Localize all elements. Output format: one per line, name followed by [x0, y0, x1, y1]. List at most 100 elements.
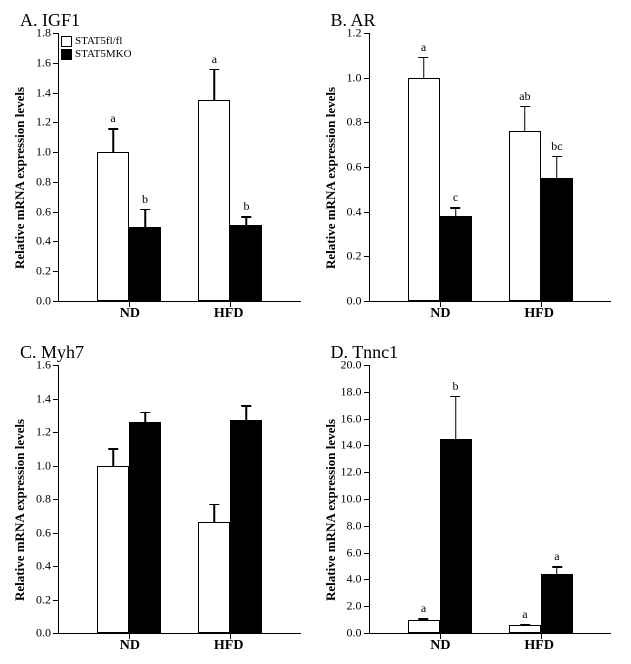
- ytick-label: 0.4: [347, 204, 362, 219]
- bar-stat5mko: b: [440, 439, 472, 633]
- xcat: ND: [98, 638, 162, 654]
- ytick-label: 4.0: [347, 572, 362, 587]
- ytick-label: 1.6: [36, 358, 51, 373]
- error-bar: [423, 57, 425, 79]
- significance-letter: b: [243, 199, 249, 214]
- xtick: [541, 633, 542, 639]
- error-bar: [556, 566, 558, 574]
- ytick-label: 0.2: [347, 249, 362, 264]
- bars-container: acabbc: [370, 33, 612, 301]
- ytick-label: 0.4: [36, 234, 51, 249]
- panel-a-xlabels: ND HFD: [58, 302, 301, 322]
- panel-a: A. IGF1 Relative mRNA expression levels …: [10, 10, 311, 322]
- xtick: [230, 301, 231, 307]
- ytick-label: 14.0: [341, 438, 362, 453]
- ytick-label: 0.4: [36, 559, 51, 574]
- ytick-label: 0.8: [36, 174, 51, 189]
- significance-letter: ab: [519, 89, 530, 104]
- ytick-label: 1.6: [36, 55, 51, 70]
- ytick: [364, 633, 370, 634]
- figure-grid: A. IGF1 Relative mRNA expression levels …: [10, 10, 621, 654]
- ytick-label: 0.2: [36, 592, 51, 607]
- xcat: ND: [98, 306, 162, 322]
- significance-letter: c: [453, 190, 458, 205]
- error-bar: [214, 504, 216, 524]
- ytick-label: 0.2: [36, 264, 51, 279]
- bar-group: ac: [408, 33, 472, 301]
- bar-stat5mko: b: [129, 227, 161, 301]
- error-bar: [556, 156, 558, 178]
- xcat: HFD: [197, 306, 261, 322]
- error-bar: [524, 624, 526, 626]
- significance-letter: b: [142, 192, 148, 207]
- bars-container: abaa: [370, 365, 612, 633]
- panel-a-chart: Relative mRNA expression levels STAT5fl/…: [10, 33, 311, 322]
- bar-stat5mko: [129, 422, 161, 633]
- bar-stat5mko: bc: [541, 178, 573, 301]
- panel-b-title: B. AR: [331, 10, 622, 31]
- panel-a-ylabel: Relative mRNA expression levels: [10, 33, 30, 322]
- ytick-label: 0.6: [36, 525, 51, 540]
- ytick-label: 16.0: [341, 411, 362, 426]
- panel-d-ylabel: Relative mRNA expression levels: [321, 365, 341, 654]
- bar-stat5fl: a: [198, 100, 230, 301]
- bars-container: abab: [59, 33, 301, 301]
- ytick-label: 1.2: [36, 425, 51, 440]
- ytick-label: 1.4: [36, 85, 51, 100]
- bar-stat5fl: a: [408, 620, 440, 633]
- significance-letter: bc: [551, 139, 562, 154]
- bar-group: aa: [509, 365, 573, 633]
- error-bar: [112, 128, 114, 153]
- ytick-label: 1.0: [36, 145, 51, 160]
- bar-stat5fl: [198, 522, 230, 633]
- error-bar: [112, 448, 114, 466]
- panel-b-chart: Relative mRNA expression levels 0.0 0.2 0.…: [321, 33, 622, 322]
- ytick-label: 20.0: [341, 358, 362, 373]
- ytick-label: 10.0: [341, 492, 362, 507]
- panel-d-title: D. Tnnc1: [331, 342, 622, 363]
- ytick-label: 0.8: [347, 115, 362, 130]
- error-bar: [455, 396, 457, 439]
- panel-d-xlabels: ND HFD: [369, 634, 612, 654]
- panel-b-letter: B.: [331, 10, 348, 30]
- ytick-label: 1.4: [36, 391, 51, 406]
- ytick-label: 0.0: [347, 294, 362, 309]
- error-bar: [423, 618, 425, 620]
- significance-letter: a: [421, 601, 426, 616]
- bar-stat5mko: b: [230, 225, 262, 301]
- panel-c-ylabel: Relative mRNA expression levels: [10, 365, 30, 654]
- panel-c-title: C. Myh7: [20, 342, 311, 363]
- ytick: [53, 301, 59, 302]
- error-bar: [455, 207, 457, 216]
- bar-stat5fl: ab: [509, 131, 541, 301]
- ytick: [364, 301, 370, 302]
- bar-stat5mko: a: [541, 574, 573, 633]
- significance-letter: a: [421, 40, 426, 55]
- xtick: [440, 301, 441, 307]
- panel-c-chart: Relative mRNA expression levels 0.00.20.…: [10, 365, 311, 654]
- error-bar: [246, 216, 248, 225]
- ytick: [53, 633, 59, 634]
- error-bar: [144, 412, 146, 422]
- panel-c: C. Myh7 Relative mRNA expression levels …: [10, 342, 311, 654]
- panel-a-plot: STAT5fl/fl STAT5MKO 0.00.20.40.60.81.01.…: [58, 33, 301, 302]
- panel-b-ylabel: Relative mRNA expression levels: [321, 33, 341, 322]
- error-bar: [246, 405, 248, 420]
- significance-letter: b: [453, 379, 459, 394]
- panel-c-xlabels: ND HFD: [58, 634, 301, 654]
- error-bar: [524, 106, 526, 132]
- panel-d-chart: Relative mRNA expression levels 0.02.04.…: [321, 365, 622, 654]
- bar-group: ab: [408, 365, 472, 633]
- panel-c-plot: 0.00.20.40.60.81.01.21.41.6: [58, 365, 301, 634]
- ytick-label: 6.0: [347, 545, 362, 560]
- ytick-label: 8.0: [347, 518, 362, 533]
- bar-stat5fl: a: [408, 78, 440, 301]
- panel-c-letter: C.: [20, 342, 37, 362]
- ytick-label: 1.0: [347, 70, 362, 85]
- panel-d-plot: 0.02.04.06.08.010.012.014.016.018.020.0a…: [369, 365, 612, 634]
- bar-stat5fl: [97, 466, 129, 634]
- ytick-label: 1.2: [36, 115, 51, 130]
- significance-letter: a: [522, 607, 527, 622]
- xtick: [230, 633, 231, 639]
- significance-letter: a: [212, 52, 217, 67]
